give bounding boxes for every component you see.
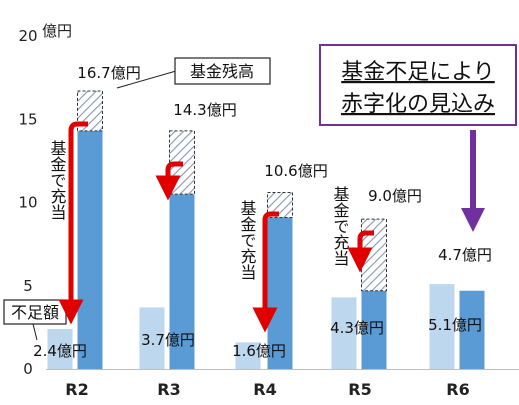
outlook-callout-box <box>319 44 517 126</box>
y-tick-label: 5 <box>23 277 33 295</box>
data-label-total: 9.0億円 <box>368 187 422 205</box>
outlook-line-1: 基金不足により <box>341 60 495 85</box>
shortfall-leader <box>32 323 38 341</box>
data-label-shortfall: 2.4億円 <box>33 342 87 360</box>
bar-shortfall-R6 <box>429 284 455 369</box>
x-tick-label: R2 <box>65 380 88 399</box>
bar-balance-R3 <box>169 194 195 369</box>
bar-shortfall-R5 <box>331 297 357 369</box>
arrow-r5 <box>347 230 374 273</box>
x-tick-label: R4 <box>253 380 276 399</box>
data-label-total: 16.7億円 <box>77 64 140 82</box>
data-label-shortfall: 4.3億円 <box>330 319 384 337</box>
x-tick-label: R3 <box>157 380 180 399</box>
outlook-line-2: 赤字化の見込み <box>341 92 495 117</box>
shortfall-callout-box <box>3 299 67 325</box>
y-tick-label: 0 <box>23 360 33 378</box>
bar-balance-R5 <box>361 290 387 369</box>
x-tick-label: R5 <box>348 380 371 399</box>
arrow-r2 <box>58 121 88 325</box>
arrow-r4 <box>252 211 279 333</box>
bar-balance-R6 <box>459 290 485 369</box>
data-label-total: 10.6億円 <box>264 162 327 180</box>
y-tick-label: 20 <box>18 27 37 45</box>
fund-usage-text-r2: 基金で充当 <box>48 140 67 220</box>
fund-balance-callout-box <box>174 57 271 85</box>
bar-shortfall-R3 <box>139 307 165 369</box>
fund-usage-text-r5: 基金で充当 <box>331 186 350 266</box>
data-label-total: 4.7億円 <box>438 246 492 264</box>
shortfall-callout: 不足額 <box>11 303 59 322</box>
y-tick-label: 10 <box>18 194 37 212</box>
data-label-shortfall: 5.1億円 <box>428 316 482 334</box>
fund-balance-leader <box>116 70 177 89</box>
data-label-total: 14.3億円 <box>173 101 236 119</box>
bar-balance-R4 <box>267 217 293 369</box>
y-unit-label: 億円 <box>42 22 72 40</box>
fund-usage-text-r4: 基金で充当 <box>238 200 257 280</box>
x-tick-label: R6 <box>446 380 469 399</box>
bar-balance-R2 <box>77 130 103 369</box>
data-label-shortfall: 3.7億円 <box>141 331 195 349</box>
arrow-r3 <box>155 161 183 201</box>
bar-shortfall-R4 <box>235 342 261 369</box>
bar-shortfall-R2 <box>47 329 73 369</box>
bar-fund-usage-R5 <box>361 218 387 292</box>
data-label-shortfall: 1.6億円 <box>232 342 286 360</box>
y-tick-label: 15 <box>18 110 37 128</box>
fund-balance-callout: 基金残高 <box>190 62 254 81</box>
